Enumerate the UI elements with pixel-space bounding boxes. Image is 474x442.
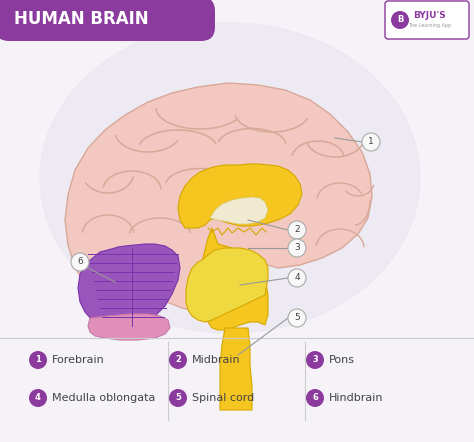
Polygon shape <box>220 328 252 410</box>
Text: 6: 6 <box>312 393 318 403</box>
Circle shape <box>362 133 380 151</box>
Circle shape <box>169 351 187 369</box>
Text: 5: 5 <box>294 313 300 323</box>
Circle shape <box>288 239 306 257</box>
Text: Pons: Pons <box>329 355 355 365</box>
Circle shape <box>71 253 89 271</box>
Text: 1: 1 <box>368 137 374 146</box>
Text: 4: 4 <box>294 274 300 282</box>
FancyBboxPatch shape <box>0 0 215 41</box>
Circle shape <box>288 269 306 287</box>
Bar <box>0 2 20 36</box>
Ellipse shape <box>40 23 420 333</box>
Text: Forebrain: Forebrain <box>52 355 105 365</box>
Text: B: B <box>397 15 403 24</box>
Text: 1: 1 <box>35 355 41 365</box>
Circle shape <box>169 389 187 407</box>
Text: 2: 2 <box>294 225 300 235</box>
Text: 2: 2 <box>175 355 181 365</box>
Text: Medulla oblongata: Medulla oblongata <box>52 393 155 403</box>
Circle shape <box>391 11 409 29</box>
Text: 3: 3 <box>312 355 318 365</box>
Text: The Learning App: The Learning App <box>409 23 452 27</box>
Text: 3: 3 <box>294 244 300 252</box>
Polygon shape <box>200 228 268 330</box>
Text: Midbrain: Midbrain <box>192 355 241 365</box>
Text: Hindbrain: Hindbrain <box>329 393 383 403</box>
Polygon shape <box>178 164 302 228</box>
Circle shape <box>29 389 47 407</box>
Circle shape <box>306 351 324 369</box>
Circle shape <box>288 309 306 327</box>
Circle shape <box>29 351 47 369</box>
Polygon shape <box>210 197 268 224</box>
Text: 6: 6 <box>77 258 83 267</box>
Text: 5: 5 <box>175 393 181 403</box>
Text: BYJU'S: BYJU'S <box>414 11 447 19</box>
Circle shape <box>288 221 306 239</box>
Circle shape <box>306 389 324 407</box>
Polygon shape <box>186 248 268 322</box>
Text: HUMAN BRAIN: HUMAN BRAIN <box>14 10 149 28</box>
FancyBboxPatch shape <box>385 1 469 39</box>
Text: Spinal cord: Spinal cord <box>192 393 254 403</box>
Text: 4: 4 <box>35 393 41 403</box>
Polygon shape <box>88 314 170 340</box>
Polygon shape <box>78 244 180 326</box>
Polygon shape <box>65 83 372 312</box>
